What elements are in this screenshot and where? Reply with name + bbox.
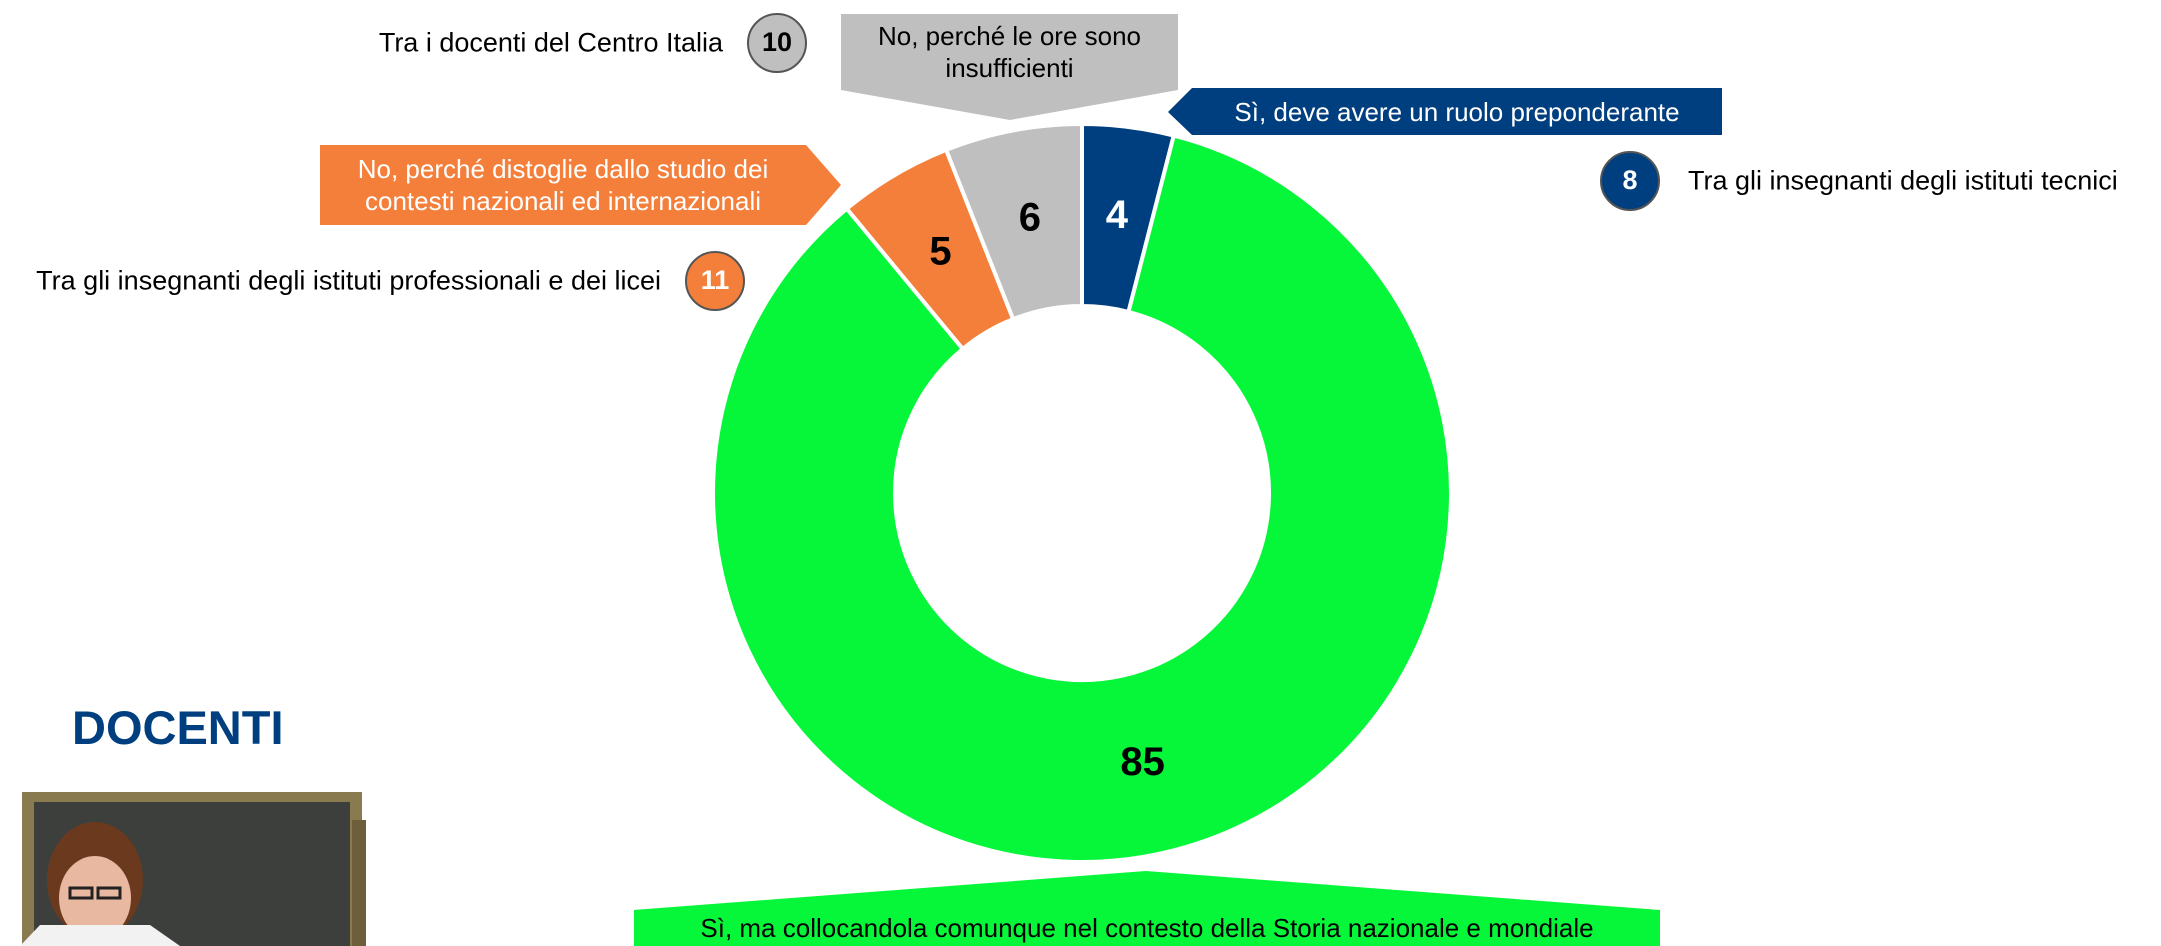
annotation-value: 8 (1622, 165, 1637, 195)
value-label: 5 (929, 229, 951, 273)
annotation-text: Tra gli insegnanti degli istituti tecnic… (1688, 165, 2118, 196)
callout-box (841, 14, 1178, 120)
annotation-value: 11 (701, 265, 730, 295)
category-label: No, perché distoglie dallo studio dei co… (357, 154, 769, 216)
teacher-photo (20, 792, 366, 946)
annotation-badge (747, 13, 807, 73)
value-label: 6 (1019, 195, 1041, 239)
category-label: Sì, ma collocandola comunque nel contest… (700, 913, 1594, 943)
value-label: 4 (1106, 193, 1129, 237)
callout-box (1168, 88, 1722, 135)
donut-slice (711, 133, 1453, 864)
chart-title: DOCENTI (72, 701, 284, 754)
donut-slice (943, 121, 1084, 322)
callout-box (320, 145, 841, 225)
category-label: No, perché le ore sono insufficienti (877, 21, 1142, 83)
annotation-text: Tra i docenti del Centro Italia (378, 27, 723, 58)
annotation-badge (685, 251, 745, 311)
category-label: Sì, deve avere un ruolo preponderante (1234, 96, 1680, 127)
value-label: 85 (1120, 740, 1165, 784)
annotation-value: 10 (762, 27, 792, 57)
annotation-text: Tra gli insegnanti degli istituti profes… (36, 265, 661, 296)
callout-box (634, 871, 1660, 946)
annotation-badge (1600, 151, 1660, 211)
